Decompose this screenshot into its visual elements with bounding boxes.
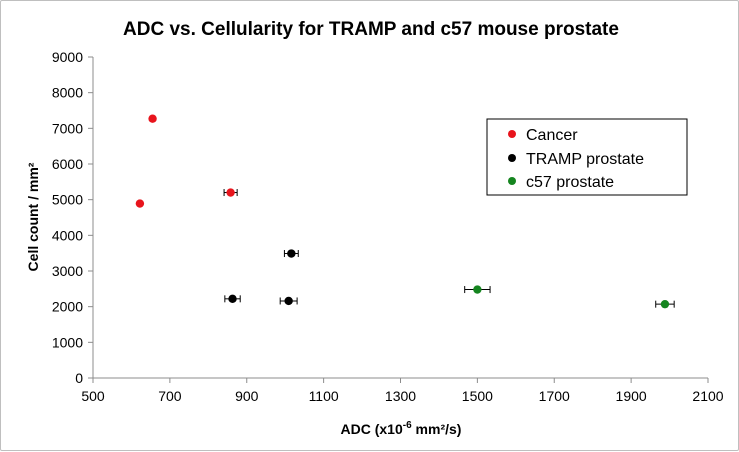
- data-point-cancer: [135, 199, 145, 208]
- y-tick-label: 0: [75, 370, 83, 386]
- data-point-tramp-prostate: [228, 294, 237, 304]
- x-axis-label-main: ADC (x10: [341, 421, 403, 437]
- y-tick-label: 5000: [52, 192, 83, 208]
- x-tick-label: 1100: [309, 388, 339, 404]
- ticks: 0 1000 2000 3000 4000 5000 6000 7000 8000 9000 500…: [52, 49, 724, 404]
- legend-marker-c57: [508, 177, 516, 185]
- x-tick-label: 500: [81, 388, 105, 404]
- data-points: [135, 114, 675, 309]
- y-tick-label: 2000: [52, 299, 83, 315]
- legend-box: [486, 118, 688, 196]
- legend-marker-cancer: [508, 130, 516, 138]
- x-axis-label: ADC (x10-6 mm²/s): [341, 420, 462, 437]
- x-tick-label: 1900: [616, 388, 647, 404]
- data-point-cancer: [148, 114, 157, 123]
- data-point-cancer: [226, 188, 235, 197]
- x-axis-label-unit: mm²/s): [412, 421, 462, 437]
- legend: Cancer TRAMP prostate c57 prostate: [486, 118, 688, 196]
- legend-marker-tramp: [508, 154, 516, 162]
- data-point-tramp-prostate: [287, 249, 296, 258]
- x-tick-label: 700: [158, 388, 182, 404]
- y-tick-label: 9000: [52, 49, 83, 65]
- x-tick-label: 2100: [692, 388, 723, 404]
- data-point-c57-prostate: [660, 299, 670, 309]
- x-axis-label-exponent: -6: [403, 420, 412, 431]
- legend-label-c57: c57 prostate: [526, 174, 614, 191]
- x-tick-label: 1300: [385, 388, 416, 404]
- x-tick-label: 1700: [539, 388, 570, 404]
- y-tick-label: 3000: [52, 263, 83, 279]
- y-tick-label: 4000: [52, 227, 83, 243]
- data-point-tramp-prostate: [284, 296, 293, 306]
- legend-label-cancer: Cancer: [526, 127, 578, 144]
- y-tick-label: 6000: [52, 156, 83, 172]
- legend-label-tramp: TRAMP prostate: [526, 151, 644, 168]
- data-point-c57-prostate: [473, 285, 482, 294]
- y-tick-label: 7000: [52, 120, 83, 136]
- y-tick-label: 8000: [52, 85, 83, 101]
- chart-title: ADC vs. Cellularity for TRAMP and c57 mo…: [123, 19, 619, 40]
- y-tick-label: 1000: [52, 334, 83, 350]
- x-tick-label: 900: [235, 388, 259, 404]
- x-tick-label: 1500: [462, 388, 493, 404]
- y-axis-label: Cell count / mm²: [25, 162, 41, 271]
